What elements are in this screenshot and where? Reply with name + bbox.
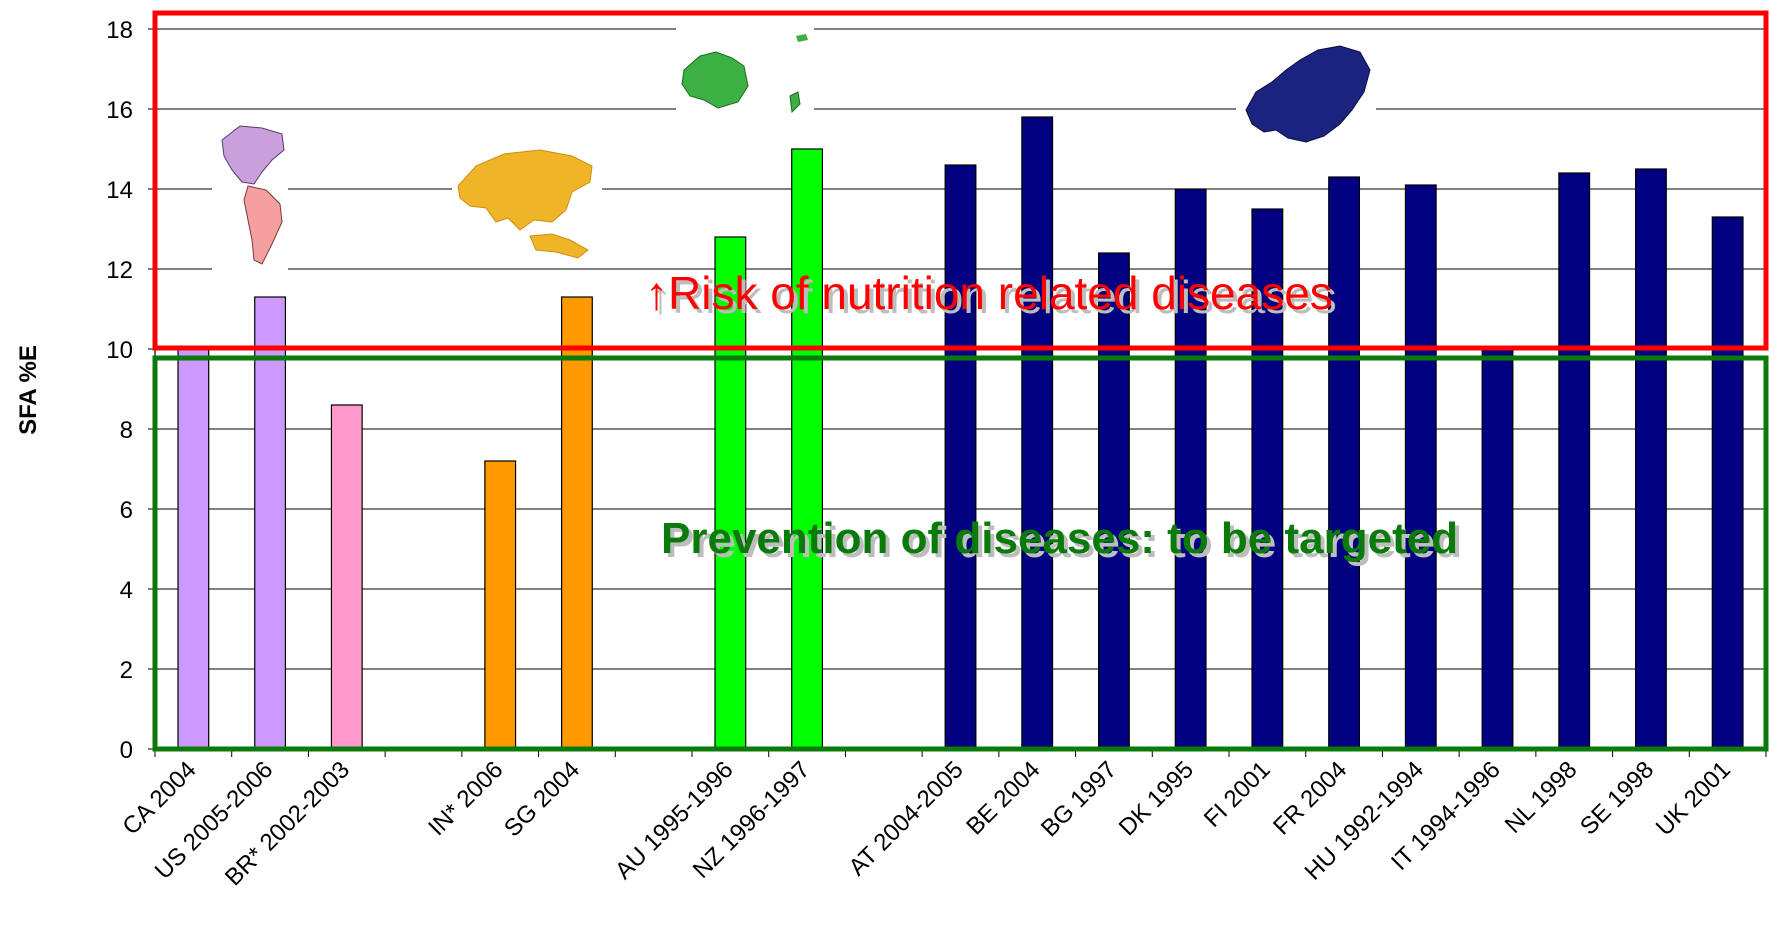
y-axis-ticks: 0 2 4 6 8 10 12 14 16 18 — [106, 17, 155, 764]
x-tick-label: NL 1998 — [1500, 756, 1583, 839]
bars — [177, 116, 1744, 750]
y-tick-label: 8 — [120, 417, 133, 444]
bar — [1404, 184, 1437, 750]
x-tick-label: AT 2004-2005 — [844, 756, 969, 881]
x-tick-label: IN* 2006 — [423, 756, 508, 841]
bar — [714, 236, 747, 750]
oceania-map — [676, 26, 814, 122]
y-tick-label: 18 — [106, 17, 133, 44]
asia-map — [452, 140, 602, 268]
bar — [944, 164, 977, 750]
risk-label: ↑Risk of nutrition related diseases — [645, 267, 1333, 319]
bar — [560, 296, 593, 750]
x-tick-label: BG 1997 — [1036, 756, 1122, 842]
europe-map — [1236, 40, 1376, 152]
x-tick-label: DK 1995 — [1114, 756, 1199, 841]
bar — [1711, 216, 1744, 750]
bar — [1021, 116, 1054, 750]
y-tick-label: 6 — [120, 497, 133, 524]
bar — [1251, 208, 1284, 750]
y-axis-label: SFA %E — [15, 345, 42, 435]
x-tick-label: UK 2001 — [1651, 756, 1736, 841]
x-tick-label: BE 2004 — [961, 756, 1045, 840]
y-tick-label: 16 — [106, 97, 133, 124]
bar — [1097, 252, 1130, 750]
risk-region-box — [152, 10, 1769, 351]
y-tick-label: 10 — [106, 337, 133, 364]
bar — [1328, 176, 1361, 750]
bar — [484, 460, 517, 750]
bar — [1558, 172, 1591, 750]
y-tick-label: 14 — [106, 177, 133, 204]
bar — [330, 404, 363, 750]
bar — [791, 148, 824, 750]
risk-label-shadow: ↑Risk of nutrition related diseases — [649, 271, 1337, 323]
americas-map — [212, 120, 288, 270]
y-tick-label: 12 — [106, 257, 133, 284]
y-tick-label: 0 — [120, 737, 133, 764]
bar — [1174, 188, 1207, 750]
bar — [177, 348, 210, 750]
y-tick-label: 4 — [120, 577, 133, 604]
prevention-region-box — [152, 355, 1769, 752]
y-tick-label: 2 — [120, 657, 133, 684]
bar — [1634, 168, 1667, 750]
x-tick-label: SE 1998 — [1575, 756, 1659, 840]
x-tick-label: SG 2004 — [499, 756, 585, 842]
bar — [1481, 348, 1514, 750]
prevention-label-shadow: Prevention of diseases: to be targeted — [665, 518, 1462, 567]
x-tick-label: FI 2001 — [1199, 756, 1276, 833]
prevention-label: Prevention of diseases: to be targeted — [661, 514, 1458, 563]
bar — [254, 296, 287, 750]
